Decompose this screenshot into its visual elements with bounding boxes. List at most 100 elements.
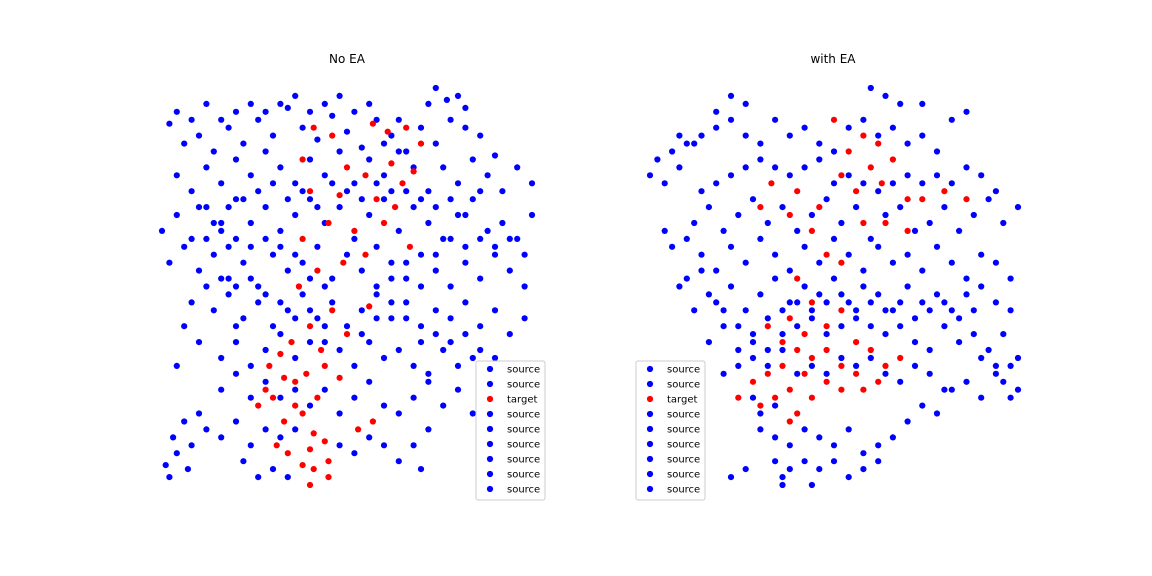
- source-point: [343, 323, 351, 330]
- target-point: [838, 386, 845, 393]
- target-point: [794, 346, 801, 354]
- target-point: [262, 386, 269, 393]
- scatter-panel-no-ea: No EA sourcesourcetargetsourcesourcesour…: [158, 52, 546, 501]
- source-point: [727, 172, 735, 179]
- source-point: [521, 251, 528, 258]
- source-point: [698, 188, 705, 195]
- target-point: [329, 307, 336, 314]
- source-point: [1007, 394, 1014, 401]
- source-point: [963, 378, 970, 385]
- source-point: [801, 283, 808, 290]
- target-point: [392, 204, 399, 211]
- source-point: [742, 132, 749, 139]
- source-point: [299, 291, 306, 298]
- source-point: [203, 283, 210, 290]
- source-point: [1014, 386, 1022, 393]
- source-point: [698, 132, 705, 139]
- source-point: [447, 283, 454, 290]
- source-point: [306, 108, 314, 115]
- source-point: [417, 283, 425, 290]
- source-point: [749, 331, 757, 338]
- source-point: [262, 346, 269, 354]
- source-point: [277, 331, 284, 338]
- source-point: [225, 243, 232, 250]
- source-point: [380, 442, 388, 449]
- source-point: [358, 196, 365, 203]
- source-point: [284, 267, 291, 274]
- target-point: [306, 188, 314, 195]
- source-point: [262, 148, 269, 155]
- source-point: [676, 164, 683, 171]
- source-point: [410, 204, 417, 211]
- target-point: [808, 299, 816, 306]
- source-point: [506, 267, 513, 274]
- source-point: [469, 410, 476, 417]
- source-point: [432, 267, 439, 274]
- legend-marker: [486, 365, 494, 373]
- legend-label: source: [507, 425, 540, 436]
- source-point: [284, 196, 291, 203]
- source-point: [218, 354, 225, 362]
- source-point: [343, 251, 351, 258]
- source-point: [779, 204, 786, 211]
- target-point: [292, 402, 299, 409]
- source-point: [933, 291, 941, 298]
- source-point: [262, 204, 269, 211]
- source-point: [210, 219, 217, 227]
- source-point: [757, 291, 764, 298]
- target-point: [306, 446, 314, 453]
- source-point: [447, 235, 454, 242]
- source-point: [948, 307, 955, 314]
- source-point: [292, 354, 299, 362]
- source-point: [484, 227, 491, 234]
- source-point: [462, 104, 469, 111]
- source-point: [306, 402, 314, 409]
- source-point: [897, 299, 904, 306]
- source-point: [262, 291, 269, 298]
- source-point: [985, 196, 992, 203]
- source-point: [933, 410, 941, 417]
- source-point: [336, 442, 343, 449]
- source-point: [1000, 219, 1007, 227]
- source-point: [247, 442, 254, 449]
- target-point: [325, 474, 332, 481]
- source-point: [801, 243, 808, 250]
- source-point: [867, 323, 874, 330]
- source-point: [956, 227, 963, 234]
- source-point: [919, 267, 926, 274]
- legend-frame: [475, 360, 546, 501]
- source-point: [948, 259, 955, 266]
- source-point: [713, 108, 720, 115]
- source-point: [188, 299, 195, 306]
- source-point: [838, 354, 845, 362]
- source-point: [808, 481, 816, 489]
- source-point: [853, 315, 860, 322]
- source-point: [454, 92, 462, 99]
- target-point: [794, 275, 801, 282]
- target-point: [786, 418, 793, 425]
- source-point: [232, 196, 240, 203]
- target-point: [794, 188, 801, 195]
- source-point: [477, 188, 484, 195]
- target-point: [794, 410, 801, 417]
- source-point: [713, 124, 720, 131]
- source-point: [941, 204, 948, 211]
- source-point: [904, 251, 911, 258]
- target-point: [336, 374, 343, 381]
- source-point: [188, 442, 195, 449]
- target-point: [838, 362, 845, 369]
- source-point: [875, 243, 882, 250]
- source-point: [299, 188, 306, 195]
- source-point: [779, 307, 786, 314]
- source-point: [779, 474, 786, 481]
- source-point: [440, 402, 447, 409]
- source-point: [373, 283, 380, 290]
- source-point: [713, 180, 720, 187]
- source-point: [432, 331, 439, 338]
- target-point: [808, 227, 816, 234]
- source-point: [388, 259, 395, 266]
- source-point: [403, 275, 410, 282]
- source-point: [195, 339, 203, 346]
- source-point: [521, 315, 528, 322]
- source-point: [705, 291, 713, 298]
